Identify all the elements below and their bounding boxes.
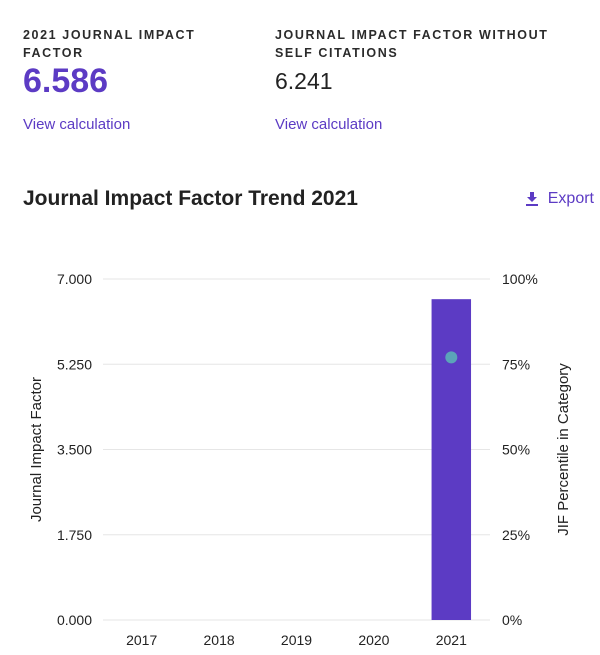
x-tick-label: 2020 [358,632,389,648]
export-label: Export [547,190,594,207]
y-tick-label: 0.000 [57,612,92,628]
x-tick-label: 2019 [281,632,312,648]
jif-view-calculation-link[interactable]: View calculation [23,116,131,133]
jif-metric: 2021 JOURNAL IMPACT FACTOR 6.586 [23,26,223,100]
jif-no-self-metric: JOURNAL IMPACT FACTOR WITHOUT SELF CITAT… [275,26,585,96]
jif-value: 6.586 [23,62,109,100]
x-tick-label: 2017 [126,632,157,648]
y2-tick-label: 75% [502,356,530,372]
y2-tick-label: 25% [502,527,530,543]
jif-no-self-label: JOURNAL IMPACT FACTOR WITHOUT SELF CITAT… [275,28,549,60]
jif-no-self-value: 6.241 [275,68,333,94]
jif-bar [431,299,472,620]
x-tick-label: 2018 [204,632,235,648]
y2-tick-label: 100% [502,271,538,287]
y-tick-label: 7.000 [57,271,92,287]
y-tick-label: 5.250 [57,356,92,372]
export-button[interactable]: Export [525,190,594,208]
y2-tick-label: 0% [502,612,522,628]
y2-tick-label: 50% [502,442,530,458]
x-tick-label: 2021 [436,632,467,648]
y-tick-label: 1.750 [57,527,92,543]
jif-label: 2021 JOURNAL IMPACT FACTOR [23,28,196,60]
y-axis-title: Journal Impact Factor [28,377,45,522]
trend-title: Journal Impact Factor Trend 2021 [23,187,358,210]
download-icon [525,192,538,206]
y2-axis-title: JIF Percentile in Category [555,363,572,536]
y-tick-label: 3.500 [57,442,92,458]
percentile-point [445,351,458,364]
jif-no-self-view-calculation-link[interactable]: View calculation [275,116,383,133]
